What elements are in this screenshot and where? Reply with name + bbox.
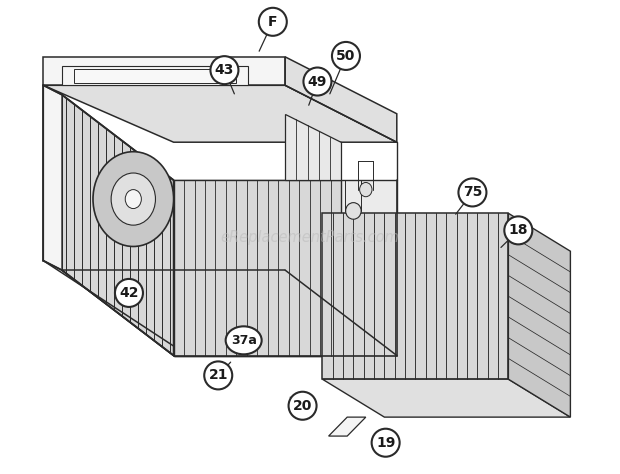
Polygon shape bbox=[174, 180, 341, 356]
Text: 50: 50 bbox=[336, 49, 356, 63]
Polygon shape bbox=[43, 85, 397, 142]
Polygon shape bbox=[508, 213, 570, 417]
Ellipse shape bbox=[115, 279, 143, 307]
Polygon shape bbox=[285, 114, 341, 180]
Ellipse shape bbox=[93, 152, 174, 246]
Ellipse shape bbox=[226, 326, 262, 355]
Text: 75: 75 bbox=[463, 185, 482, 200]
Polygon shape bbox=[322, 213, 508, 379]
Text: eReplacementParts.com: eReplacementParts.com bbox=[221, 229, 399, 245]
Ellipse shape bbox=[259, 8, 287, 36]
Ellipse shape bbox=[458, 178, 487, 207]
Ellipse shape bbox=[332, 42, 360, 70]
Ellipse shape bbox=[360, 182, 372, 197]
Polygon shape bbox=[285, 57, 397, 142]
Ellipse shape bbox=[204, 361, 232, 390]
Text: 42: 42 bbox=[119, 286, 139, 300]
Text: 21: 21 bbox=[208, 368, 228, 383]
Text: 37a: 37a bbox=[231, 334, 257, 347]
Ellipse shape bbox=[504, 216, 533, 245]
Text: 43: 43 bbox=[215, 63, 234, 77]
Polygon shape bbox=[43, 57, 285, 85]
Ellipse shape bbox=[125, 190, 141, 209]
Polygon shape bbox=[62, 66, 248, 85]
Ellipse shape bbox=[371, 428, 400, 457]
Ellipse shape bbox=[288, 392, 317, 420]
Polygon shape bbox=[62, 270, 397, 356]
Ellipse shape bbox=[303, 67, 332, 96]
Text: 18: 18 bbox=[508, 223, 528, 237]
Polygon shape bbox=[74, 69, 236, 83]
Text: 19: 19 bbox=[376, 436, 396, 450]
Polygon shape bbox=[322, 379, 570, 417]
Polygon shape bbox=[174, 180, 397, 356]
Ellipse shape bbox=[111, 173, 156, 225]
Polygon shape bbox=[62, 95, 174, 356]
Text: F: F bbox=[268, 15, 278, 29]
Polygon shape bbox=[329, 417, 366, 436]
Text: 20: 20 bbox=[293, 399, 312, 413]
Ellipse shape bbox=[346, 203, 361, 219]
Text: 49: 49 bbox=[308, 74, 327, 89]
Polygon shape bbox=[43, 85, 62, 270]
Ellipse shape bbox=[210, 56, 239, 84]
